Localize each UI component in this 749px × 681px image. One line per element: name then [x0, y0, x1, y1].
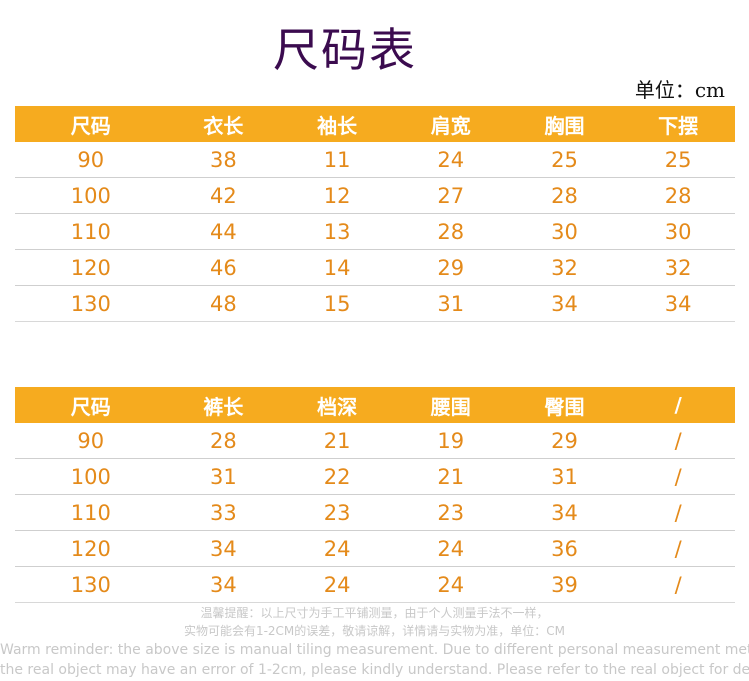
table-cell: /	[674, 536, 682, 561]
table-cell: 90	[77, 428, 105, 453]
table-cell: 23	[437, 500, 465, 525]
header-cell: 胸围	[544, 113, 585, 138]
table-cell: 34	[210, 536, 237, 561]
table-row: 110 44 13 28 30 30	[15, 214, 735, 250]
table-cell: 27	[437, 183, 465, 208]
table-cell: 130	[70, 291, 111, 316]
table-cell: 38	[210, 147, 237, 172]
table-cell: 25	[551, 147, 578, 172]
table-cell: 28	[210, 428, 237, 453]
table-cell: 110	[70, 500, 111, 525]
size-table-pants: 尺码 裤长 档深 腰围 臀围 / 90 28 21 19 29 / 100 31…	[15, 387, 735, 603]
table-cell: 22	[323, 464, 351, 489]
header-cell: /	[674, 393, 682, 417]
table-cell: 11	[323, 147, 351, 172]
table-row: 100 42 12 27 28 28	[15, 178, 735, 214]
table-cell: 21	[437, 464, 465, 489]
table-header-row: 尺码 衣长 袖长 肩宽 胸围 下摆	[15, 106, 735, 142]
table-cell: 36	[551, 536, 578, 561]
table-row: 90 28 21 19 29 /	[15, 423, 735, 459]
table-row: 100 31 22 21 31 /	[15, 459, 735, 495]
table-cell: 19	[437, 428, 465, 453]
header-cell: 肩宽	[430, 113, 471, 138]
table-cell: 24	[437, 572, 465, 597]
table-row: 120 34 24 24 36 /	[15, 531, 735, 567]
table-cell: 24	[437, 536, 465, 561]
note-en-line-1: Warm reminder: the above size is manual …	[0, 642, 749, 658]
table-cell: 34	[210, 572, 237, 597]
table-cell: 29	[437, 255, 465, 280]
table-cell: 12	[323, 183, 351, 208]
table-cell: 13	[323, 219, 351, 244]
table-cell: 39	[551, 572, 578, 597]
table-cell: 28	[437, 219, 465, 244]
table-cell: /	[674, 572, 682, 597]
table-cell: 15	[323, 291, 351, 316]
table-cell: 31	[210, 464, 237, 489]
table-row: 130 48 15 31 34 34	[15, 286, 735, 322]
unit-label: 单位：cm	[634, 78, 725, 102]
table-row: 110 33 23 23 34 /	[15, 495, 735, 531]
table-cell: 28	[551, 183, 578, 208]
header-cell: 臀围	[544, 394, 585, 419]
table-cell: 25	[664, 147, 692, 172]
table-cell: /	[674, 464, 682, 489]
table-cell: 14	[323, 255, 351, 280]
header-cell: 腰围	[430, 394, 471, 419]
table-cell: 90	[77, 147, 105, 172]
table-cell: 48	[210, 291, 237, 316]
note-cn-line-2: 实物可能会有1-2CM的误差，敬请谅解，详情请与实物为准，单位：CM	[183, 624, 566, 638]
header-cell: 裤长	[203, 394, 244, 419]
table-cell: 24	[323, 536, 351, 561]
table-cell: 46	[210, 255, 237, 280]
table-cell: 130	[70, 572, 111, 597]
table-cell: 100	[70, 464, 111, 489]
table-row: 120 46 14 29 32 32	[15, 250, 735, 286]
header-cell: 尺码	[70, 113, 111, 138]
note-cn-line-1: 温馨提醒：以上尺寸为手工平铺测量，由于个人测量手法不一样，	[200, 606, 549, 620]
table-cell: 120	[70, 536, 111, 561]
table-cell: /	[674, 500, 682, 525]
header-cell: 衣长	[203, 113, 244, 138]
table-cell: 24	[323, 572, 351, 597]
table-cell: 30	[551, 219, 578, 244]
table-cell: 34	[664, 291, 692, 316]
header-cell: 尺码	[70, 394, 111, 419]
table-row: 90 38 11 24 25 25	[15, 142, 735, 178]
size-table-tops: 尺码 衣长 袖长 肩宽 胸围 下摆 90 38 11 24 25 25 100 …	[15, 106, 735, 322]
table-cell: 44	[210, 219, 237, 244]
table-cell: 42	[210, 183, 237, 208]
table-cell: 34	[551, 500, 578, 525]
table-cell: 21	[323, 428, 351, 453]
table-cell: 32	[551, 255, 578, 280]
measurement-notes: 温馨提醒：以上尺寸为手工平铺测量，由于个人测量手法不一样， 实物可能会有1-2C…	[0, 604, 749, 680]
table-cell: 34	[551, 291, 578, 316]
page-title: 尺码表	[273, 23, 417, 77]
table-cell: 33	[210, 500, 237, 525]
table-cell: 100	[70, 183, 111, 208]
table-cell: 31	[437, 291, 465, 316]
table-row: 130 34 24 24 39 /	[15, 567, 735, 603]
table-cell: 23	[323, 500, 351, 525]
table-cell: 28	[664, 183, 692, 208]
header-cell: 档深	[317, 394, 358, 419]
table-cell: /	[674, 428, 682, 453]
table-cell: 30	[664, 219, 692, 244]
table-cell: 110	[70, 219, 111, 244]
header-cell: 下摆	[658, 113, 699, 138]
table-cell: 24	[437, 147, 465, 172]
table-cell: 32	[664, 255, 692, 280]
table-cell: 29	[551, 428, 578, 453]
table-cell: 120	[70, 255, 111, 280]
header-cell: 袖长	[317, 113, 358, 138]
note-en-line-2: the real object may have an error of 1-2…	[0, 662, 749, 678]
table-cell: 31	[551, 464, 578, 489]
table-header-row: 尺码 裤长 档深 腰围 臀围 /	[15, 387, 735, 423]
